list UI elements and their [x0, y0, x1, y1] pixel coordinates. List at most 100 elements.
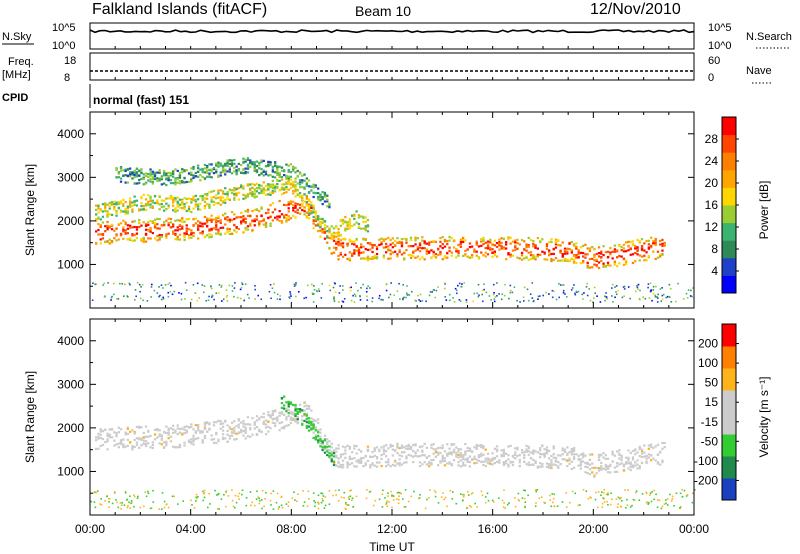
data-cell	[153, 428, 157, 431]
data-cell	[115, 239, 118, 242]
data-cell	[423, 240, 426, 243]
data-cell	[326, 194, 329, 197]
data-cell	[258, 418, 261, 421]
clutter-cell	[333, 298, 335, 300]
data-cell	[491, 459, 494, 462]
clutter-cell	[476, 292, 478, 295]
data-cell	[360, 227, 363, 230]
data-cell	[212, 203, 216, 206]
data-cell	[348, 222, 351, 225]
data-cell	[353, 215, 356, 218]
data-cell	[287, 175, 290, 178]
clutter-cell	[99, 503, 101, 505]
data-cell	[283, 174, 286, 177]
data-cell	[249, 224, 252, 227]
clutter-cell	[211, 294, 214, 297]
data-cell	[258, 174, 261, 177]
data-cell	[249, 159, 252, 162]
data-cell	[264, 193, 268, 197]
data-cell	[428, 243, 431, 246]
data-cell	[432, 254, 435, 257]
clutter-cell	[514, 505, 517, 508]
data-cell	[466, 446, 469, 449]
clutter-cell	[321, 492, 324, 495]
data-cell	[389, 243, 392, 246]
data-cell	[466, 460, 469, 463]
clutter-cell	[501, 293, 504, 296]
data-cell	[527, 461, 530, 464]
data-cell	[323, 200, 327, 203]
data-cell	[650, 443, 653, 446]
clutter-cell	[113, 282, 115, 285]
data-cell	[151, 206, 154, 209]
data-cell	[523, 456, 526, 459]
data-cell	[296, 410, 299, 413]
data-cell	[335, 456, 338, 459]
clutter-cell	[243, 299, 245, 302]
data-cell	[172, 209, 175, 212]
data-cell	[301, 181, 304, 184]
clutter-cell	[185, 289, 188, 291]
data-cell	[636, 463, 639, 466]
x-tick-label: 20:00	[578, 522, 608, 536]
clutter-cell	[642, 296, 644, 298]
clutter-cell	[639, 289, 641, 292]
data-cell	[181, 433, 184, 436]
data-cell	[208, 218, 211, 221]
data-cell	[357, 247, 361, 250]
data-cell	[464, 458, 467, 461]
clutter-cell	[433, 489, 436, 492]
data-cell	[228, 198, 231, 201]
clutter-cell	[196, 497, 198, 500]
data-cell	[135, 437, 139, 440]
clutter-cell	[535, 502, 537, 504]
data-cell	[520, 251, 524, 254]
clutter-cell	[293, 283, 296, 285]
data-cell	[579, 453, 582, 456]
data-cell	[280, 178, 284, 181]
data-cell	[640, 255, 644, 258]
data-cell	[344, 216, 347, 219]
data-cell	[498, 241, 501, 244]
data-cell	[563, 258, 567, 261]
data-cell	[296, 182, 299, 185]
data-cell	[382, 239, 385, 242]
data-cell	[661, 461, 664, 464]
data-cell	[228, 229, 231, 232]
data-cell	[174, 178, 177, 182]
data-cell	[527, 464, 530, 467]
clutter-cell	[451, 498, 454, 500]
data-cell	[405, 447, 408, 450]
data-cell	[274, 161, 277, 164]
clutter-cell	[261, 507, 263, 510]
data-cell	[178, 228, 182, 231]
data-cell	[337, 228, 340, 231]
colorbar-swatch	[722, 390, 736, 413]
clutter-cell	[93, 501, 96, 503]
data-cell	[543, 258, 546, 261]
clutter-cell	[182, 500, 184, 502]
clutter-cell	[574, 292, 576, 295]
data-cell	[572, 449, 576, 453]
clutter-cell	[651, 491, 653, 493]
data-cell	[319, 428, 322, 431]
data-cell	[267, 185, 270, 188]
data-cell	[407, 447, 410, 451]
data-cell	[421, 445, 424, 448]
clutter-cell	[476, 506, 478, 508]
data-cell	[636, 253, 639, 256]
data-cell	[147, 442, 150, 445]
data-cell	[190, 177, 193, 180]
data-cell	[545, 243, 549, 246]
clutter-cell	[473, 292, 476, 295]
data-cell	[294, 184, 297, 187]
data-cell	[165, 235, 168, 238]
data-cell	[106, 240, 109, 243]
clutter-cell	[366, 299, 369, 301]
clutter-cell	[400, 492, 402, 495]
clutter-cell	[581, 293, 584, 296]
data-cell	[169, 217, 173, 221]
data-cell	[269, 215, 272, 219]
data-cell	[645, 259, 648, 262]
data-cell	[398, 447, 401, 450]
